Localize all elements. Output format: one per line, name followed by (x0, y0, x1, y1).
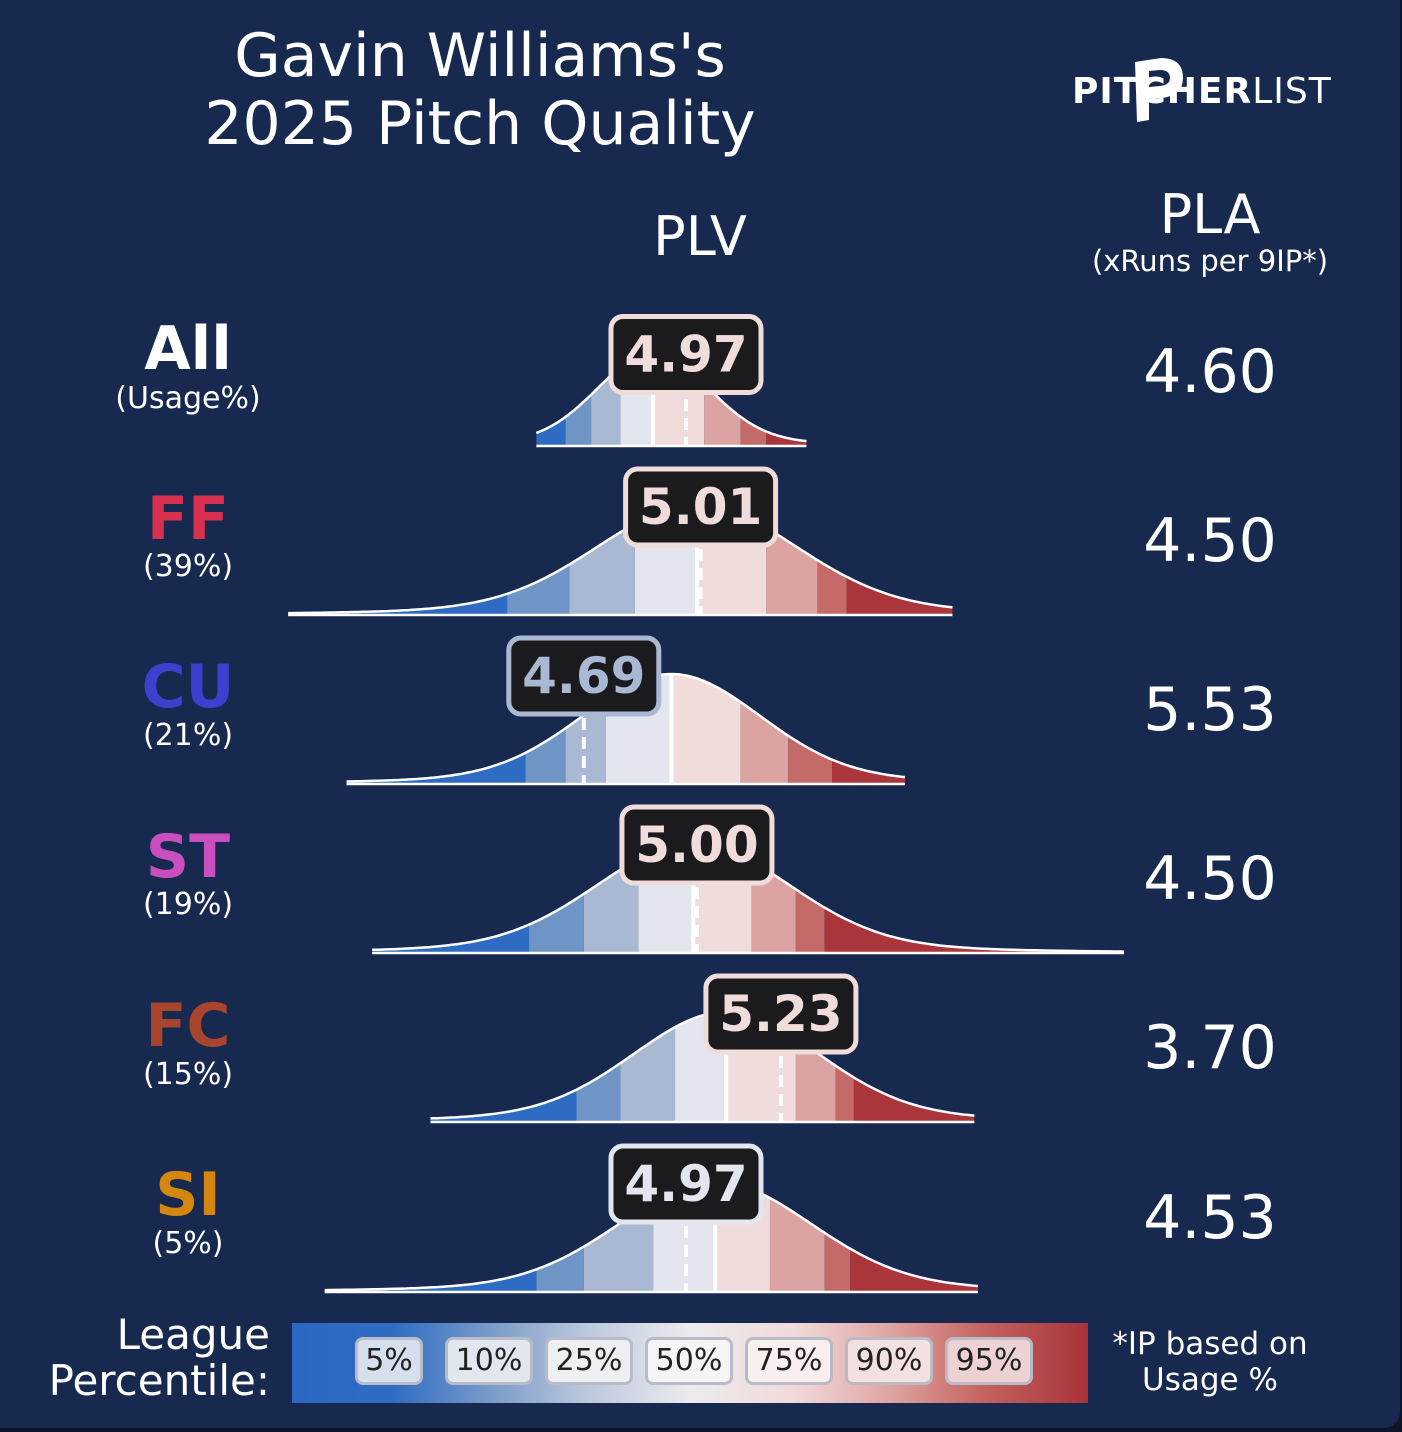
plv-badge-ff (623, 466, 779, 548)
ridge-band-all-1 (565, 352, 592, 446)
pla-value-si: 4.53 (1143, 1183, 1277, 1253)
ridge-band-cu-7 (832, 674, 905, 784)
ridge-band-all-7 (766, 352, 807, 446)
pitch-label-all: All (144, 314, 232, 384)
pla-value-st: 4.50 (1143, 844, 1277, 914)
ridge-band-st-0 (372, 843, 530, 953)
plv-badge-fc (703, 973, 859, 1055)
plv-badge-cu (506, 635, 662, 717)
ridge-band-cu-0 (346, 674, 526, 784)
ridge-band-si-0 (324, 1182, 537, 1292)
pitch-usage-st: (19%) (142, 887, 234, 922)
ridge-bands-ff (288, 505, 953, 615)
brand-light: LIST (1252, 71, 1332, 112)
legend-chip-5: 5% (355, 1337, 423, 1385)
ridge-band-st-7 (824, 843, 1124, 953)
ridge-band-st-6 (795, 843, 825, 953)
pla-subheader: (xRuns per 9IP*) (1091, 244, 1329, 278)
ridge-fc: 5.23 (430, 973, 975, 1124)
legend-title-line-1: League (116, 1310, 270, 1359)
ridge-band-ff-0 (288, 505, 508, 615)
ridge-all: 4.97 (535, 314, 807, 448)
ridge-band-fc-2 (620, 1012, 676, 1122)
chart-title: Gavin Williams's 2025 Pitch Quality (130, 22, 830, 158)
legend-title: League Percentile: (20, 1312, 270, 1404)
brand-wordmark: PITCHERLIST (1072, 70, 1332, 114)
ridge-band-si-5 (769, 1182, 825, 1292)
plv-value-st: 5.00 (635, 816, 758, 874)
pitcherlist-p-logo-icon (1135, 58, 1183, 122)
legend-chip-90: 90% (845, 1337, 933, 1385)
pla-value-all: 4.60 (1143, 337, 1277, 407)
legend-chip-50: 50% (645, 1337, 733, 1385)
pla-value-fc: 3.70 (1143, 1013, 1277, 1083)
pitch-usage-ff: (39%) (142, 549, 234, 584)
ridge-band-si-6 (824, 1182, 851, 1292)
plv-badge-st (619, 804, 775, 886)
ridge-band-st-1 (529, 843, 584, 953)
legend-note-line-1: *IP based on (1112, 1326, 1308, 1362)
ridge-band-cu-6 (788, 674, 832, 784)
plv-header: PLV (653, 205, 747, 268)
plv-value-all: 4.97 (624, 326, 747, 384)
ridge-cu: 4.69 (346, 635, 906, 786)
ridge-outline-fc (430, 1010, 975, 1120)
ridge-bands-fc (430, 1012, 975, 1122)
pitch-usage-all: (Usage%) (115, 381, 261, 416)
ridge-ff: 5.01 (288, 466, 953, 617)
legend-chip-75: 75% (745, 1337, 833, 1385)
pitch-label-ff: FF (147, 484, 229, 554)
plv-value-si: 4.97 (624, 1155, 747, 1213)
legend-chip-95: 95% (945, 1337, 1033, 1385)
pla-value-cu: 5.53 (1143, 675, 1277, 745)
legend-chip-25: 25% (545, 1337, 633, 1385)
legend-note-line-2: Usage % (1142, 1362, 1278, 1398)
pitch-usage-si: (5%) (152, 1226, 224, 1261)
pitch-usage-cu: (21%) (142, 718, 234, 753)
ridge-band-ff-6 (817, 505, 847, 615)
title-line-2: 2025 Pitch Quality (204, 89, 756, 159)
ridge-band-ff-1 (507, 505, 570, 615)
plv-badge-si (608, 1143, 764, 1225)
legend-note: *IP based on Usage % (1100, 1326, 1320, 1398)
ridge-band-cu-5 (740, 674, 789, 784)
plv-badge-all (608, 314, 764, 395)
pla-value-ff: 4.50 (1143, 506, 1277, 576)
plv-value-fc: 5.23 (719, 985, 842, 1043)
plv-value-ff: 5.01 (639, 478, 762, 536)
ridge-st: 5.00 (372, 804, 1125, 955)
ridge-outline-ff (288, 503, 953, 615)
ridge-band-si-1 (536, 1182, 584, 1292)
pitch-label-cu: CU (141, 652, 235, 722)
pitch-label-st: ST (145, 822, 231, 892)
ridge-band-fc-1 (576, 1012, 621, 1122)
ridge-band-fc-0 (430, 1012, 577, 1122)
pla-header: PLA (1159, 183, 1261, 246)
ridge-si: 4.97 (324, 1143, 979, 1294)
legend-chip-10: 10% (445, 1337, 533, 1385)
pitch-label-si: SI (155, 1160, 221, 1230)
brand-bold: PITCHER (1072, 71, 1253, 112)
legend-title-line-2: Percentile: (48, 1356, 270, 1405)
plv-value-cu: 4.69 (522, 647, 645, 705)
pitch-label-fc: FC (145, 991, 231, 1061)
title-line-1: Gavin Williams's (234, 21, 726, 91)
pitch-usage-fc: (15%) (142, 1057, 234, 1092)
